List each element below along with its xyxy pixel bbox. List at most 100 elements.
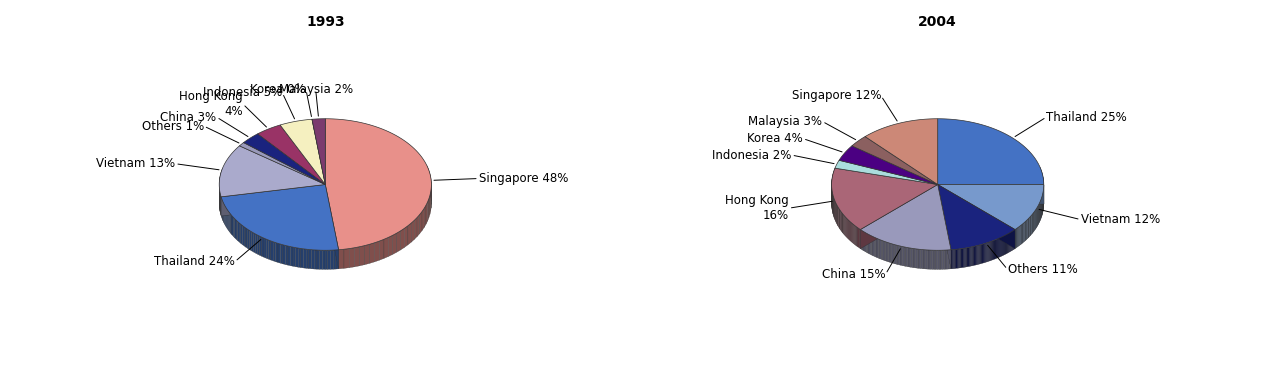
Polygon shape	[326, 184, 338, 269]
Polygon shape	[393, 233, 397, 254]
Polygon shape	[901, 246, 903, 266]
Polygon shape	[336, 250, 338, 269]
Polygon shape	[312, 119, 326, 184]
Polygon shape	[326, 184, 338, 269]
Polygon shape	[427, 166, 428, 188]
Polygon shape	[940, 250, 941, 269]
Polygon shape	[322, 250, 325, 269]
Polygon shape	[839, 146, 937, 184]
Polygon shape	[930, 250, 931, 269]
Polygon shape	[937, 119, 1043, 184]
Polygon shape	[873, 237, 874, 256]
Polygon shape	[328, 250, 331, 269]
Polygon shape	[314, 250, 317, 269]
Polygon shape	[906, 247, 907, 267]
Polygon shape	[860, 184, 951, 250]
Polygon shape	[899, 246, 901, 265]
Polygon shape	[937, 184, 1043, 230]
Polygon shape	[942, 250, 945, 269]
Polygon shape	[885, 242, 887, 261]
Polygon shape	[312, 119, 326, 184]
Polygon shape	[221, 184, 326, 216]
Polygon shape	[914, 249, 916, 268]
Polygon shape	[925, 250, 926, 269]
Polygon shape	[389, 235, 393, 256]
Polygon shape	[264, 238, 266, 258]
Polygon shape	[422, 208, 424, 231]
Polygon shape	[882, 240, 883, 260]
Polygon shape	[926, 250, 927, 269]
Polygon shape	[871, 236, 873, 256]
Polygon shape	[892, 244, 893, 263]
Polygon shape	[350, 248, 355, 268]
Text: 1993: 1993	[306, 15, 345, 29]
Polygon shape	[331, 250, 333, 269]
Text: Malaysia 3%: Malaysia 3%	[748, 115, 822, 128]
Polygon shape	[306, 249, 309, 269]
Text: Indonesia 5%: Indonesia 5%	[203, 86, 283, 99]
Polygon shape	[266, 239, 269, 259]
Polygon shape	[860, 184, 937, 249]
Polygon shape	[235, 219, 236, 239]
Text: Hong Kong
16%: Hong Kong 16%	[725, 194, 788, 222]
Polygon shape	[935, 250, 936, 269]
Polygon shape	[240, 142, 326, 184]
Polygon shape	[258, 125, 326, 184]
Polygon shape	[919, 249, 921, 269]
Polygon shape	[344, 249, 350, 268]
Polygon shape	[309, 249, 312, 269]
Text: China 15%: China 15%	[822, 268, 885, 281]
Polygon shape	[937, 184, 1015, 249]
Polygon shape	[301, 248, 303, 268]
Polygon shape	[379, 239, 384, 260]
Polygon shape	[874, 237, 875, 257]
Text: Others 11%: Others 11%	[1008, 263, 1077, 276]
Polygon shape	[261, 237, 264, 257]
Polygon shape	[220, 146, 326, 197]
Polygon shape	[221, 184, 326, 216]
Polygon shape	[408, 223, 412, 245]
Polygon shape	[250, 231, 251, 251]
Text: China 3%: China 3%	[160, 111, 216, 124]
Polygon shape	[898, 245, 899, 265]
Polygon shape	[866, 233, 868, 253]
Polygon shape	[290, 246, 293, 266]
Polygon shape	[950, 250, 951, 269]
Polygon shape	[254, 233, 255, 253]
Polygon shape	[946, 250, 947, 269]
Polygon shape	[325, 250, 328, 269]
Polygon shape	[338, 249, 344, 269]
Polygon shape	[236, 220, 237, 241]
Text: Singapore 12%: Singapore 12%	[792, 89, 882, 102]
Polygon shape	[907, 248, 909, 267]
Polygon shape	[894, 245, 897, 264]
Polygon shape	[931, 250, 932, 269]
Polygon shape	[831, 168, 937, 230]
Polygon shape	[428, 199, 429, 221]
Polygon shape	[917, 249, 919, 268]
Text: Indonesia 2%: Indonesia 2%	[712, 149, 792, 162]
Polygon shape	[937, 250, 940, 269]
Polygon shape	[868, 234, 869, 254]
Polygon shape	[870, 235, 871, 255]
Polygon shape	[239, 223, 241, 243]
Polygon shape	[400, 228, 404, 250]
Polygon shape	[890, 243, 892, 263]
Polygon shape	[897, 245, 898, 265]
Polygon shape	[909, 248, 911, 267]
Polygon shape	[937, 184, 1043, 204]
Polygon shape	[248, 230, 250, 250]
Polygon shape	[333, 250, 336, 269]
Polygon shape	[278, 244, 280, 263]
Polygon shape	[283, 245, 285, 265]
Polygon shape	[904, 247, 906, 266]
Polygon shape	[296, 248, 298, 267]
Polygon shape	[303, 249, 306, 268]
Polygon shape	[883, 241, 884, 261]
Polygon shape	[260, 236, 261, 256]
Polygon shape	[860, 184, 937, 249]
Text: Others 1%: Others 1%	[141, 120, 203, 132]
Polygon shape	[878, 239, 880, 259]
Text: Singapore 48%: Singapore 48%	[479, 172, 568, 185]
Polygon shape	[927, 250, 930, 269]
